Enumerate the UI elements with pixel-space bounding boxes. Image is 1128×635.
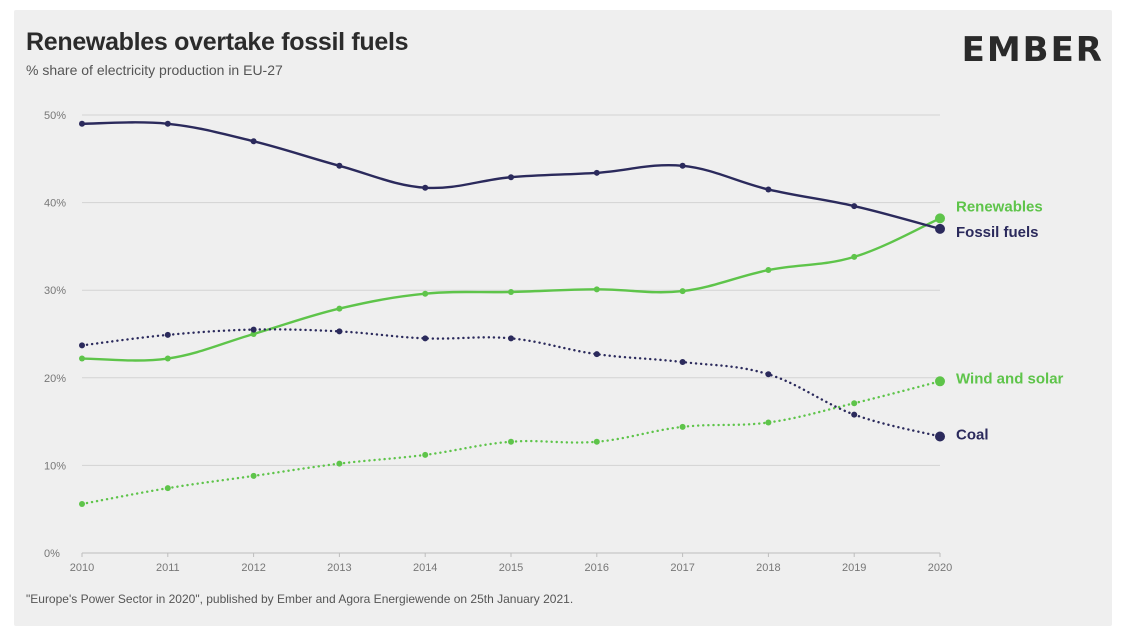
data-point-wind-and-solar <box>422 451 429 458</box>
chart-title: Renewables overtake fossil fuels <box>26 28 409 56</box>
y-tick-label: 20% <box>44 373 66 385</box>
x-tick-label: 2012 <box>241 562 265 574</box>
data-point-fossil-fuels <box>765 186 772 193</box>
data-point-wind-and-solar <box>765 419 772 426</box>
series-label-renewables: Renewables <box>956 198 1043 215</box>
data-point-fossil-fuels <box>593 169 600 176</box>
data-point-coal <box>164 331 171 338</box>
source-note: "Europe's Power Sector in 2020", publish… <box>26 592 574 606</box>
x-tick-label: 2014 <box>413 562 437 574</box>
x-tick-label: 2019 <box>842 562 866 574</box>
data-point-coal <box>851 411 858 418</box>
data-point-coal <box>79 342 85 349</box>
data-point-fossil-fuels <box>422 184 429 191</box>
data-point-coal <box>765 371 772 378</box>
data-point-fossil-fuels <box>164 120 171 127</box>
data-point-wind-and-solar <box>935 376 945 387</box>
data-point-renewables <box>508 288 514 295</box>
chart-subtitle: % share of electricity production in EU-… <box>26 62 283 78</box>
x-tick-label: 2017 <box>670 562 694 574</box>
data-point-coal <box>508 335 514 342</box>
y-tick-label: 10% <box>44 460 66 472</box>
data-point-coal <box>422 335 429 342</box>
data-point-renewables <box>851 253 858 260</box>
chart-card <box>14 10 1112 626</box>
data-point-renewables <box>336 305 343 312</box>
data-point-renewables <box>164 355 171 362</box>
data-point-wind-and-solar <box>250 472 257 479</box>
data-point-renewables <box>422 290 429 297</box>
data-point-fossil-fuels <box>851 203 858 210</box>
x-tick-label: 2011 <box>156 562 180 574</box>
data-point-coal <box>593 351 600 358</box>
data-point-wind-and-solar <box>679 423 686 430</box>
y-tick-label: 30% <box>44 285 66 297</box>
ember-logo: EMBER <box>961 30 1104 70</box>
series-line-coal <box>80 328 942 438</box>
data-point-fossil-fuels <box>935 223 945 234</box>
data-point-renewables <box>79 355 85 362</box>
x-tick-label: 2020 <box>928 562 952 574</box>
data-point-fossil-fuels <box>508 174 514 181</box>
data-point-fossil-fuels <box>336 162 343 169</box>
data-point-wind-and-solar <box>336 460 343 467</box>
data-point-fossil-fuels <box>679 162 686 169</box>
data-point-wind-and-solar <box>851 400 858 407</box>
y-tick-label: 40% <box>44 198 66 210</box>
data-point-fossil-fuels <box>250 138 257 145</box>
data-point-renewables <box>935 213 945 224</box>
x-tick-label: 2013 <box>327 562 351 574</box>
x-tick-label: 2010 <box>70 562 94 574</box>
data-point-wind-and-solar <box>79 500 85 507</box>
x-tick-label: 2016 <box>585 562 609 574</box>
data-point-coal <box>679 359 686 366</box>
x-tick-label: 2015 <box>499 562 523 574</box>
x-tick-label: 2018 <box>756 562 780 574</box>
data-point-coal <box>935 431 945 442</box>
series-label-coal: Coal <box>956 426 989 443</box>
data-point-wind-and-solar <box>508 438 514 445</box>
series-label-wind-and-solar: Wind and solar <box>956 370 1064 387</box>
data-point-renewables <box>765 267 772 274</box>
data-point-coal <box>250 326 257 333</box>
data-point-renewables <box>679 288 686 295</box>
series-label-fossil-fuels: Fossil fuels <box>956 224 1039 241</box>
y-tick-label: 50% <box>44 110 66 122</box>
data-point-renewables <box>593 286 600 293</box>
data-point-fossil-fuels <box>79 120 85 127</box>
data-point-renewables <box>250 331 257 337</box>
y-tick-label: 0% <box>44 548 60 560</box>
data-point-wind-and-solar <box>164 485 171 492</box>
data-point-coal <box>336 328 343 335</box>
data-point-wind-and-solar <box>593 438 600 445</box>
